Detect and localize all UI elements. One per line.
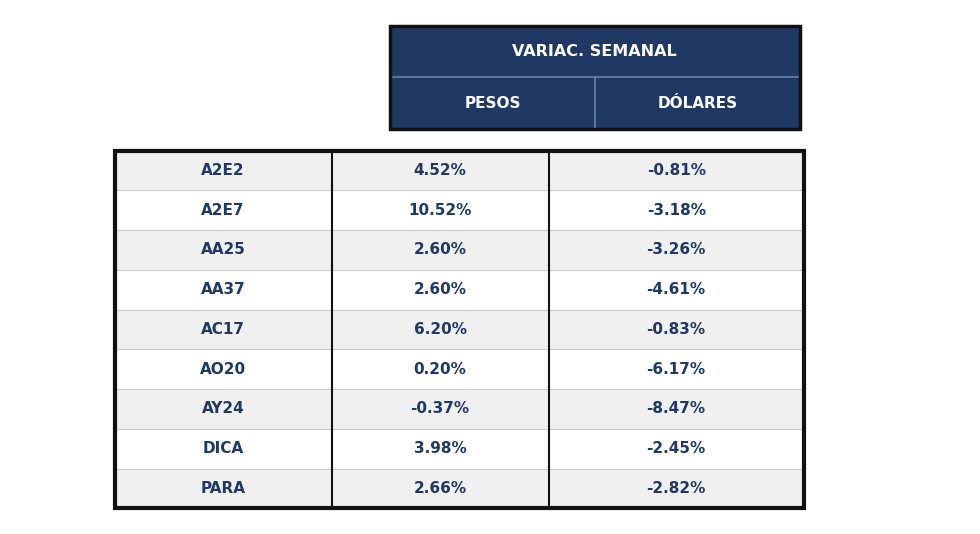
Text: AO20: AO20 <box>200 362 246 376</box>
Text: -0.81%: -0.81% <box>647 163 706 178</box>
Text: A2E2: A2E2 <box>201 163 245 178</box>
Text: PARA: PARA <box>201 481 246 496</box>
Text: 4.52%: 4.52% <box>414 163 466 178</box>
Text: 3.98%: 3.98% <box>414 441 466 456</box>
Text: -2.45%: -2.45% <box>647 441 706 456</box>
Text: AA25: AA25 <box>201 242 246 257</box>
Text: 2.60%: 2.60% <box>414 282 466 297</box>
Text: 10.52%: 10.52% <box>409 203 472 218</box>
Text: DICA: DICA <box>203 441 244 456</box>
Text: -3.18%: -3.18% <box>647 203 706 218</box>
Text: -2.82%: -2.82% <box>647 481 706 496</box>
Text: AC17: AC17 <box>201 322 245 337</box>
Text: -3.26%: -3.26% <box>647 242 706 257</box>
Text: -6.17%: -6.17% <box>647 362 706 376</box>
Text: 6.20%: 6.20% <box>414 322 466 337</box>
Text: AY24: AY24 <box>202 402 245 417</box>
Text: 0.20%: 0.20% <box>414 362 466 376</box>
Text: -8.47%: -8.47% <box>647 402 706 417</box>
Text: A2E7: A2E7 <box>202 203 245 218</box>
Text: -4.61%: -4.61% <box>647 282 706 297</box>
Text: 2.60%: 2.60% <box>414 242 466 257</box>
Text: PESOS: PESOS <box>465 96 520 111</box>
Text: 2.66%: 2.66% <box>414 481 466 496</box>
Text: VARIAC. SEMANAL: VARIAC. SEMANAL <box>513 44 677 59</box>
Text: -0.37%: -0.37% <box>411 402 469 417</box>
Text: -0.83%: -0.83% <box>647 322 706 337</box>
Text: AA37: AA37 <box>201 282 246 297</box>
Text: DÓLARES: DÓLARES <box>658 96 737 111</box>
